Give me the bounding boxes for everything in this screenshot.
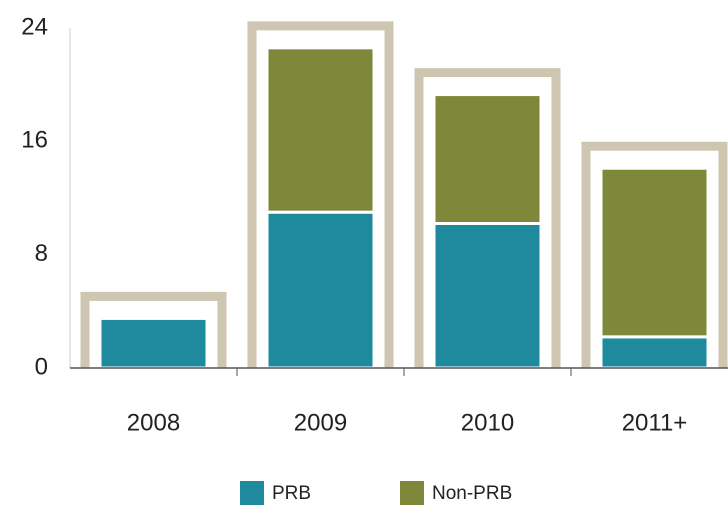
- legend-label: Non-PRB: [432, 483, 512, 504]
- y-tick-label: 16: [21, 127, 48, 154]
- bar-frame: [247, 21, 394, 368]
- bar-segment: [432, 222, 543, 370]
- bar-segment: [599, 166, 710, 339]
- bar-segment: [599, 335, 710, 370]
- x-tick-label: 2008: [127, 409, 180, 436]
- bar-segment: [98, 316, 209, 370]
- x-tick-label: 2009: [294, 409, 347, 436]
- x-tick-label: 2011+: [622, 409, 688, 436]
- y-tick-label: 8: [35, 240, 48, 267]
- legend-swatch: [240, 481, 264, 505]
- legend-swatch: [400, 481, 424, 505]
- y-tick-label: 24: [21, 13, 48, 40]
- legend: PRB Non-PRB: [240, 481, 512, 505]
- bar-frame: [80, 291, 227, 368]
- legend-label: PRB: [272, 483, 311, 504]
- bar-segment: [265, 46, 376, 214]
- bar-frame: [581, 141, 728, 368]
- y-tick-label: 0: [35, 353, 48, 380]
- x-tick-label: 2010: [461, 409, 514, 436]
- bar-segment: [265, 210, 376, 370]
- bar-frame: [414, 68, 561, 368]
- bar-segment: [432, 93, 543, 226]
